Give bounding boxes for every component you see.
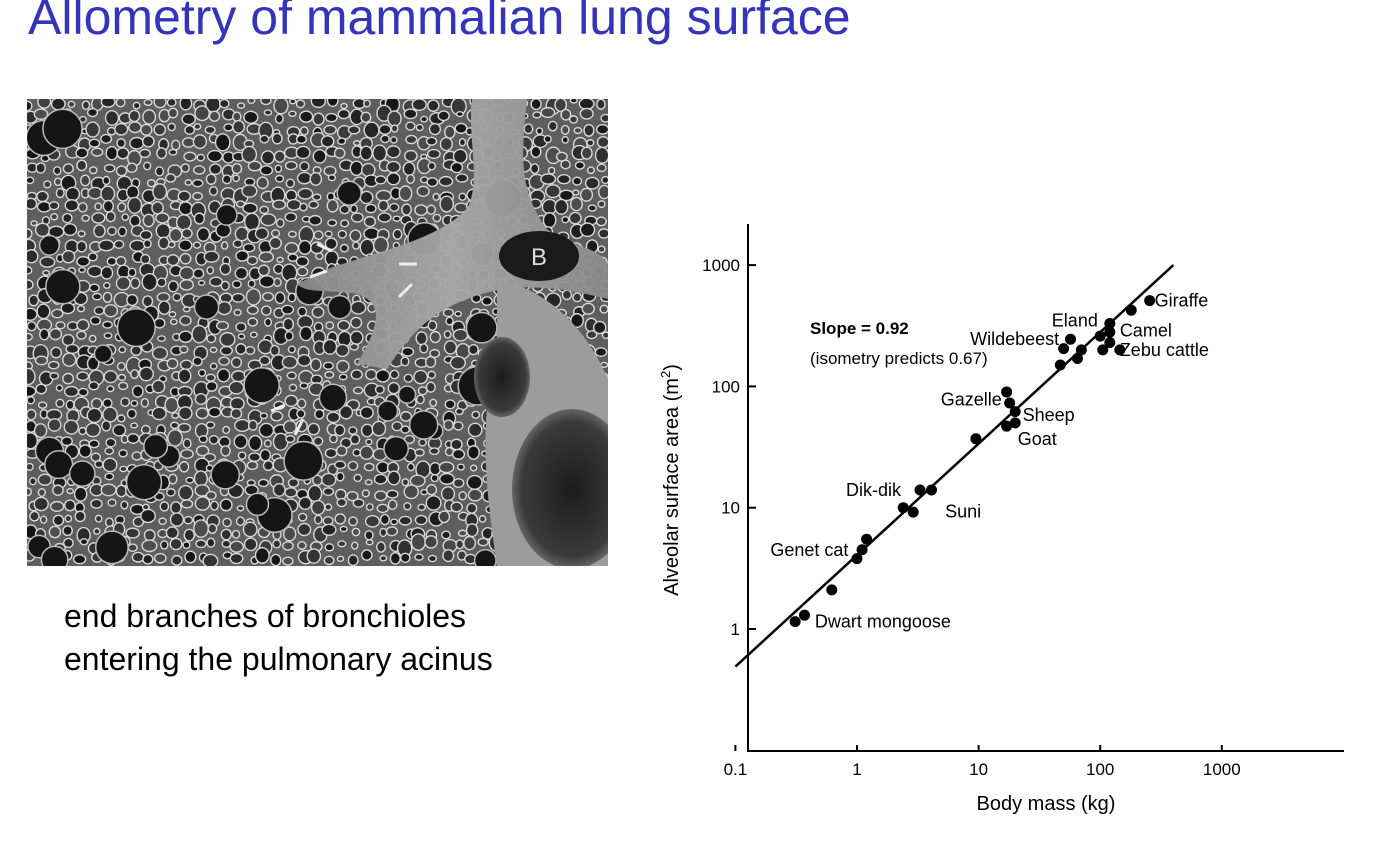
species-label: Goat [1018,429,1057,449]
data-point [1065,333,1077,345]
y-axis-label-main: Alveolar surface area (m [661,378,683,596]
data-point [1001,386,1013,398]
x-axis-label: Body mass (kg) [977,793,1116,815]
data-point [1104,326,1116,338]
data-point [914,484,926,496]
x-tick-label: 100 [1086,760,1114,779]
y-axis-label: Alveolar surface area (m2) [658,364,683,596]
species-label: Sheep [1023,405,1075,425]
species-label: Zebu cattle [1120,340,1209,360]
isometry-note: (isometry predicts 0.67) [810,349,988,368]
species-label: Eland [1052,310,1098,330]
caption-line-1: end branches of bronchioles [64,598,467,634]
data-point [1144,295,1156,307]
x-tick-label: 1000 [1203,760,1241,779]
x-tick-label: 1 [852,760,861,779]
data-point [1104,337,1116,349]
data-point [1071,352,1083,364]
data-point [1104,318,1116,330]
data-point [1075,344,1087,356]
slide-title: Allometry of mammalian lung surface [28,0,851,45]
species-label: Wildebeest [970,329,1059,349]
species-label: Genet cat [770,540,848,560]
species-label: Dik-dik [846,480,902,500]
data-point [926,484,938,496]
data-point [1125,304,1137,316]
allometry-scatter-plot: 0.1 1 10 100 1000 1 10 100 1000 Dwart mongoose G… [658,224,1344,815]
data-point [856,544,868,556]
species-label: Dwart mongoose [815,612,951,632]
x-tick-label: 0.1 [724,760,748,779]
image-caption: end branches of bronchioles entering the… [64,595,493,681]
data-point [1094,330,1106,342]
allometry-chart: 0.1 1 10 100 1000 1 10 100 1000 Dwart mongoose G… [640,200,1380,840]
species-label: Suni [945,502,981,522]
micrograph-label-b: B [531,244,547,271]
data-point [1097,344,1109,356]
data-point [1009,406,1021,418]
data-point [897,502,909,514]
x-tick-label: 10 [969,760,988,779]
species-label: Camel [1120,320,1172,340]
data-point [970,433,982,445]
data-point [1009,417,1021,429]
y-tick-label: 100 [712,377,740,396]
data-point [1058,343,1070,355]
lung-micrograph-image: B [27,99,608,566]
y-tick-label: 1000 [702,256,740,275]
species-label: Giraffe [1155,291,1209,311]
data-point [1004,397,1016,409]
caption-line-2: entering the pulmonary acinus [64,641,493,677]
data-point [1114,344,1126,356]
slope-annotation: Slope = 0.92 [810,319,909,338]
species-label: Gazelle [941,389,1002,409]
data-point [1054,359,1066,371]
y-axis-label-sup: 2 [658,371,673,378]
y-tick-label: 1 [731,620,740,639]
data-point [907,506,919,518]
data-point [826,584,838,596]
data-point [789,616,801,628]
data-point [1001,420,1013,432]
y-tick-label: 10 [721,499,740,518]
y-axis-label-close: ) [661,364,683,371]
data-point [798,609,810,621]
data-point [861,533,873,545]
data-point [851,553,863,565]
